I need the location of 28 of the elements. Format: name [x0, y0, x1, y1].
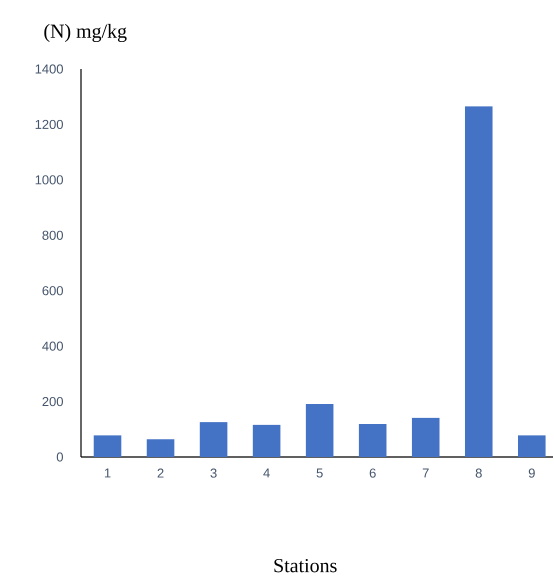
y-tick-label: 1200	[36, 120, 64, 130]
x-tick-label: 1	[105, 468, 111, 478]
y-tick-label: 1000	[36, 175, 64, 184]
bar	[306, 404, 334, 457]
x-tick-label: 5	[316, 468, 323, 478]
x-tick-label: 7	[422, 468, 429, 478]
y-tick-label: 1400	[36, 64, 64, 74]
x-axis-title: Stations	[274, 558, 337, 572]
x-tick-label: 9	[529, 468, 535, 478]
bar	[465, 106, 493, 457]
x-tick-label: 4	[264, 468, 270, 478]
x-tick-label: 3	[210, 468, 217, 478]
y-tick-label: 0	[56, 452, 64, 462]
y-tick-label: 400	[42, 342, 64, 351]
x-tick-label: 8	[476, 468, 482, 478]
chart-title: (N) mg/kg	[44, 24, 127, 42]
bar	[253, 424, 281, 457]
x-tick-label: 6	[370, 468, 376, 478]
bar	[412, 418, 440, 457]
y-tick-label: 600	[42, 286, 64, 296]
bar	[518, 435, 546, 457]
bar	[359, 424, 387, 457]
bar	[146, 439, 175, 457]
y-tick-label: 800	[42, 230, 64, 240]
y-tick-label: 200	[42, 396, 64, 406]
x-tick-label: 2	[158, 468, 164, 478]
bar	[94, 435, 122, 457]
bar	[200, 422, 228, 457]
